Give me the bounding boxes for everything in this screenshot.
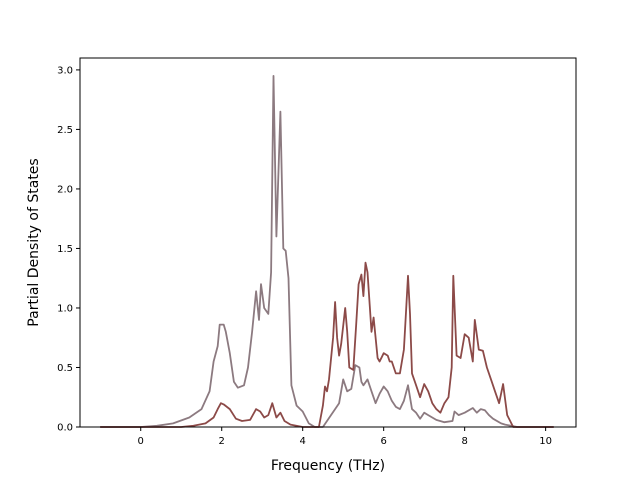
x-axis: 0 2 4 6 8 10	[138, 427, 552, 447]
x-axis-label: Frequency (THz)	[271, 458, 385, 474]
y-tick-label: 1.0	[57, 303, 73, 314]
y-tick-label: 0.5	[57, 363, 73, 374]
x-tick-label: 2	[219, 436, 225, 447]
pdos-series-2-line	[100, 261, 554, 428]
pdos-series-1-line	[100, 75, 554, 428]
y-tick-label: 3.0	[57, 65, 73, 76]
x-tick-label: 6	[380, 436, 386, 447]
y-axis-label: Partial Density of States	[26, 158, 42, 326]
plot-area	[100, 75, 554, 428]
y-tick-label: 1.5	[57, 244, 73, 255]
y-tick-label: 0.0	[57, 423, 73, 434]
x-tick-label: 0	[138, 436, 144, 447]
x-tick-label: 10	[539, 436, 552, 447]
x-tick-label: 8	[461, 436, 467, 447]
x-tick-label: 4	[300, 436, 306, 447]
y-tick-label: 2.0	[57, 184, 73, 195]
y-axis: 0.0 0.5 1.0 1.5 2.0 2.5 3.0	[57, 65, 80, 434]
plot-frame	[79, 57, 577, 428]
y-tick-label: 2.5	[57, 125, 73, 136]
